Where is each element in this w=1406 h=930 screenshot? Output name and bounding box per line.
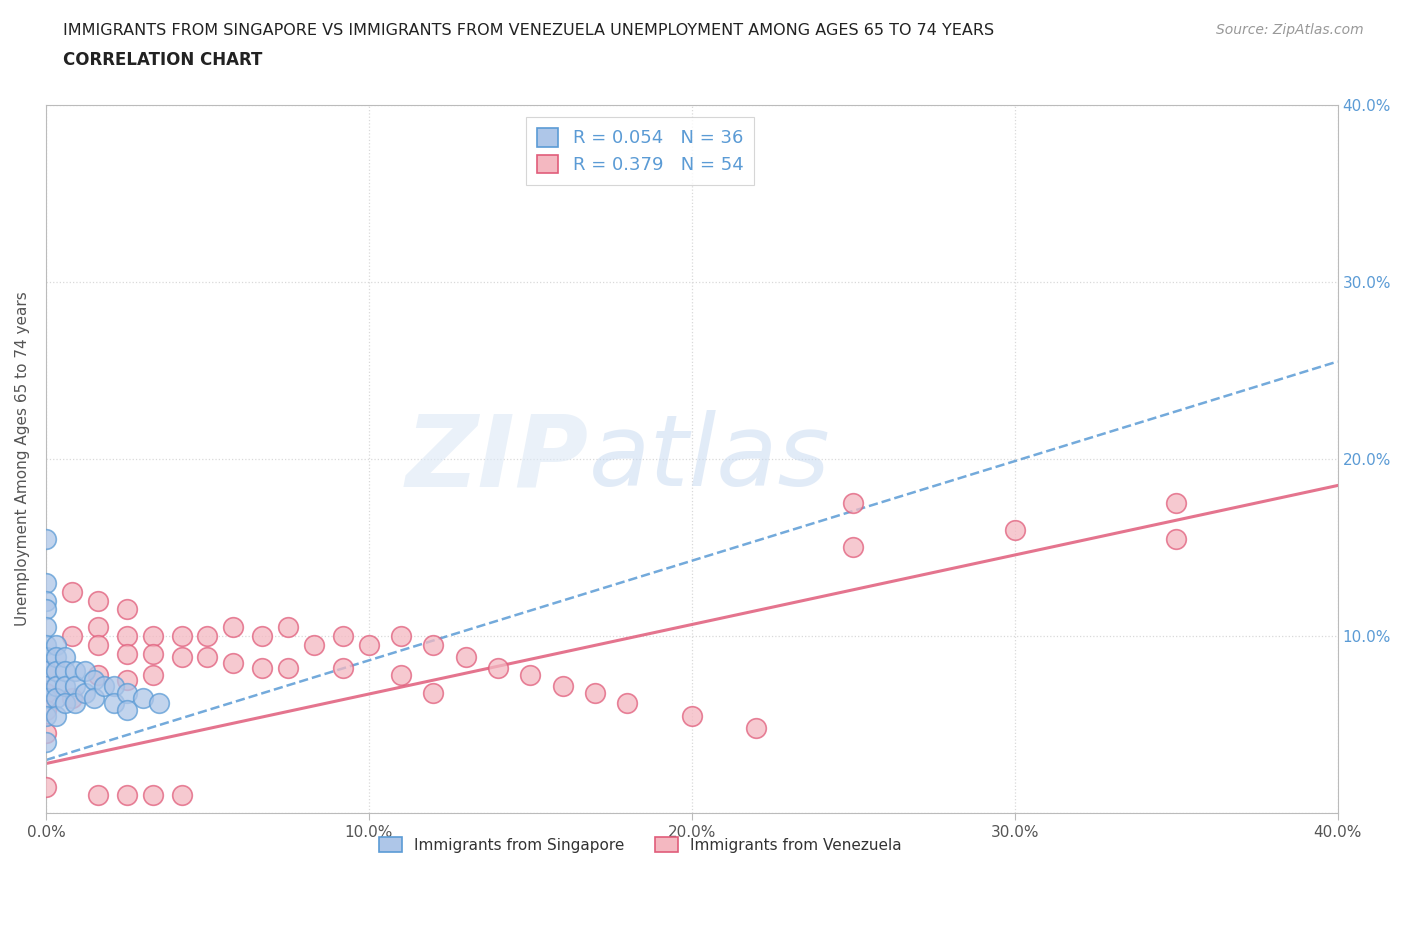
Point — [35, 593, 58, 608]
Point — [222, 619, 245, 634]
Point — [103, 696, 125, 711]
Point — [302, 637, 325, 652]
Point — [73, 685, 96, 700]
Point — [45, 650, 67, 665]
Text: IMMIGRANTS FROM SINGAPORE VS IMMIGRANTS FROM VENEZUELA UNEMPLOYMENT AMONG AGES 6: IMMIGRANTS FROM SINGAPORE VS IMMIGRANTS … — [63, 23, 994, 38]
Point — [63, 678, 86, 693]
Point — [83, 673, 105, 688]
Point — [170, 629, 193, 644]
Point — [86, 668, 108, 683]
Point — [277, 619, 299, 634]
Point — [35, 664, 58, 679]
Point — [35, 619, 58, 634]
Text: CORRELATION CHART: CORRELATION CHART — [63, 51, 263, 69]
Point — [357, 637, 380, 652]
Point — [86, 593, 108, 608]
Point — [486, 660, 509, 675]
Point — [45, 691, 67, 706]
Point — [35, 678, 58, 693]
Text: atlas: atlas — [589, 410, 830, 508]
Point — [35, 531, 58, 546]
Point — [60, 629, 83, 644]
Point — [115, 788, 138, 803]
Point — [60, 584, 83, 599]
Point — [1166, 496, 1188, 511]
Point — [35, 650, 58, 665]
Text: Source: ZipAtlas.com: Source: ZipAtlas.com — [1216, 23, 1364, 37]
Point — [53, 678, 76, 693]
Point — [53, 650, 76, 665]
Point — [170, 650, 193, 665]
Point — [45, 678, 67, 693]
Point — [86, 788, 108, 803]
Point — [422, 685, 444, 700]
Point — [681, 709, 703, 724]
Point — [35, 576, 58, 591]
Point — [63, 696, 86, 711]
Point — [197, 650, 219, 665]
Point — [842, 496, 865, 511]
Point — [93, 678, 115, 693]
Point — [35, 602, 58, 617]
Point — [35, 685, 58, 700]
Point — [332, 629, 354, 644]
Point — [45, 709, 67, 724]
Point — [222, 655, 245, 670]
Point — [277, 660, 299, 675]
Point — [141, 788, 163, 803]
Point — [252, 660, 274, 675]
Legend: Immigrants from Singapore, Immigrants from Venezuela: Immigrants from Singapore, Immigrants fr… — [373, 830, 908, 858]
Point — [332, 660, 354, 675]
Point — [551, 678, 574, 693]
Point — [115, 602, 138, 617]
Y-axis label: Unemployment Among Ages 65 to 74 years: Unemployment Among Ages 65 to 74 years — [15, 291, 30, 626]
Point — [45, 664, 67, 679]
Point — [148, 696, 170, 711]
Point — [35, 709, 58, 724]
Point — [1004, 523, 1026, 538]
Point — [170, 788, 193, 803]
Point — [35, 691, 58, 706]
Point — [141, 629, 163, 644]
Point — [86, 637, 108, 652]
Point — [53, 664, 76, 679]
Point — [1166, 531, 1188, 546]
Point — [115, 629, 138, 644]
Text: ZIP: ZIP — [405, 410, 589, 508]
Point — [616, 696, 638, 711]
Point — [103, 678, 125, 693]
Point — [141, 646, 163, 661]
Point — [842, 540, 865, 555]
Point — [583, 685, 606, 700]
Point — [519, 668, 541, 683]
Point — [35, 735, 58, 750]
Point — [115, 685, 138, 700]
Point — [389, 629, 412, 644]
Point — [197, 629, 219, 644]
Point — [83, 691, 105, 706]
Point — [35, 637, 58, 652]
Point — [389, 668, 412, 683]
Point — [252, 629, 274, 644]
Point — [132, 691, 155, 706]
Point — [454, 650, 477, 665]
Point — [35, 726, 58, 741]
Point — [115, 673, 138, 688]
Point — [35, 703, 58, 718]
Point — [35, 779, 58, 794]
Point — [60, 691, 83, 706]
Point — [115, 703, 138, 718]
Point — [86, 619, 108, 634]
Point — [115, 646, 138, 661]
Point — [422, 637, 444, 652]
Point — [45, 637, 67, 652]
Point — [63, 664, 86, 679]
Point — [53, 696, 76, 711]
Point — [141, 668, 163, 683]
Point — [745, 721, 768, 736]
Point — [73, 664, 96, 679]
Point — [35, 664, 58, 679]
